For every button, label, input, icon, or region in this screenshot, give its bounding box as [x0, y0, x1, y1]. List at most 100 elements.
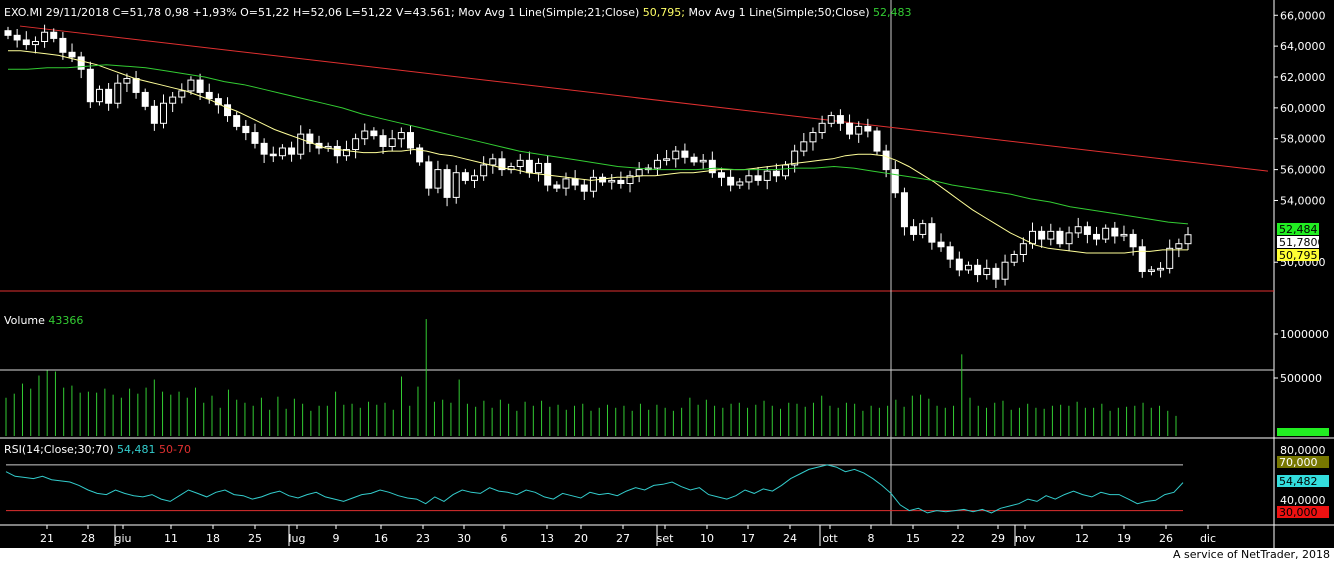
- candle-body: [873, 130, 881, 152]
- price-tick-label: 62,0000: [1280, 71, 1326, 84]
- candle-body: [205, 91, 213, 100]
- date-tick-label: ott: [822, 532, 838, 545]
- candle-body: [406, 132, 414, 149]
- date-tick-label: 10: [700, 532, 714, 545]
- candle-body: [68, 51, 76, 58]
- candle-body: [370, 130, 378, 137]
- candle-body: [105, 88, 113, 104]
- candle-body: [123, 78, 131, 84]
- date-tick-label: 8: [868, 532, 875, 545]
- candle-body: [571, 178, 579, 186]
- candle-body: [562, 178, 570, 189]
- candle-body: [809, 132, 817, 143]
- rsi-panel: [5, 464, 1184, 514]
- date-tick-label: 23: [416, 532, 430, 545]
- price-header: EXO.MI 29/11/2018 C=51,78 0,98 +1,93% O=…: [4, 6, 912, 19]
- header-ma21-value: 50,795;: [643, 6, 685, 19]
- candle-body: [95, 88, 103, 103]
- candle-body: [114, 82, 122, 104]
- candle-body: [1065, 232, 1073, 245]
- candle-body: [1147, 269, 1155, 272]
- candle-body: [827, 115, 835, 124]
- candle-body: [4, 30, 12, 36]
- candle-body: [992, 267, 1000, 280]
- volume-value: 43366: [48, 314, 83, 327]
- header-ma50-value: 52,483: [873, 6, 912, 19]
- candle-body: [818, 122, 826, 134]
- candle-body: [681, 150, 689, 158]
- candle-body: [169, 96, 177, 104]
- date-tick-label: 25: [248, 532, 262, 545]
- price-highlight-box: [1277, 249, 1319, 261]
- date-tick-label: 18: [206, 532, 220, 545]
- candle-body: [1083, 226, 1091, 235]
- date-tick-label: 20: [574, 532, 588, 545]
- candle-body: [361, 130, 369, 140]
- candle-body: [1129, 233, 1137, 248]
- candle-body: [342, 149, 350, 157]
- date-tick-label: 30: [457, 532, 471, 545]
- date-tick-label: 22: [951, 532, 965, 545]
- candle-body: [736, 181, 744, 186]
- candle-body: [919, 223, 927, 235]
- candle-body: [910, 226, 918, 235]
- candle-body: [699, 159, 707, 163]
- candle-body: [489, 158, 497, 166]
- candle-body: [964, 264, 972, 271]
- candle-body: [379, 135, 387, 147]
- rsi-30-box: [1277, 506, 1329, 518]
- candle-body: [498, 158, 506, 171]
- candle-body: [690, 156, 698, 163]
- candle-body: [708, 159, 716, 174]
- candle-body: [580, 184, 588, 192]
- date-tick-label: 15: [906, 532, 920, 545]
- candle-body: [1038, 230, 1046, 240]
- candle-body: [178, 90, 186, 98]
- date-tick-label: 19: [1117, 532, 1131, 545]
- rsi-tick-label: 40,0000: [1280, 494, 1326, 507]
- price-tick-label: 60,0000: [1280, 102, 1326, 115]
- candle-body: [855, 125, 863, 135]
- date-tick-label: 6: [501, 532, 508, 545]
- date-tick-label: 13: [540, 532, 554, 545]
- candle-body: [214, 98, 222, 106]
- candle-body: [397, 132, 405, 140]
- candle-body: [782, 164, 790, 177]
- candle-body: [50, 31, 58, 39]
- date-tick-label: 24: [783, 532, 797, 545]
- candle-body: [745, 175, 753, 183]
- header-ma50-label: Mov Avg 1 Line(Simple;50;Close): [689, 6, 870, 19]
- candle-body: [251, 132, 259, 144]
- price-tick-label: 66,0000: [1280, 9, 1326, 22]
- candle-body: [900, 192, 908, 228]
- candle-body: [1166, 247, 1174, 269]
- candle-body: [937, 241, 945, 248]
- trendline: [19, 25, 1269, 172]
- date-tick-label: lug: [288, 532, 305, 545]
- footer-band: [0, 548, 1334, 563]
- candle-body: [461, 172, 469, 181]
- date-tick-label: 27: [616, 532, 630, 545]
- candle-body: [352, 138, 360, 151]
- candle-body: [297, 133, 305, 155]
- candle-body: [1028, 230, 1036, 245]
- date-tick-label: 26: [1159, 532, 1173, 545]
- candle-body: [1175, 243, 1183, 249]
- rsi-label: RSI(14;Close;30;70) 54,481 50-70: [4, 443, 191, 456]
- price-tick-label: 56,0000: [1280, 164, 1326, 177]
- candle-body: [41, 31, 49, 43]
- date-tick-label: dic: [1200, 532, 1216, 545]
- candle-body: [1010, 254, 1018, 263]
- candle-body: [846, 122, 854, 135]
- candle-body: [507, 166, 515, 171]
- date-tick-label: 16: [374, 532, 388, 545]
- candle-body: [544, 162, 552, 186]
- candle-body: [160, 102, 168, 124]
- date-tick-label: 28: [81, 532, 95, 545]
- volume-label: Volume 43366: [4, 314, 83, 327]
- candle-body: [141, 91, 149, 107]
- price-tick-label: 64,0000: [1280, 40, 1326, 53]
- candle-body: [663, 158, 671, 161]
- rsi-levels: 50-70: [159, 443, 191, 456]
- price-tick-label: 58,0000: [1280, 133, 1326, 146]
